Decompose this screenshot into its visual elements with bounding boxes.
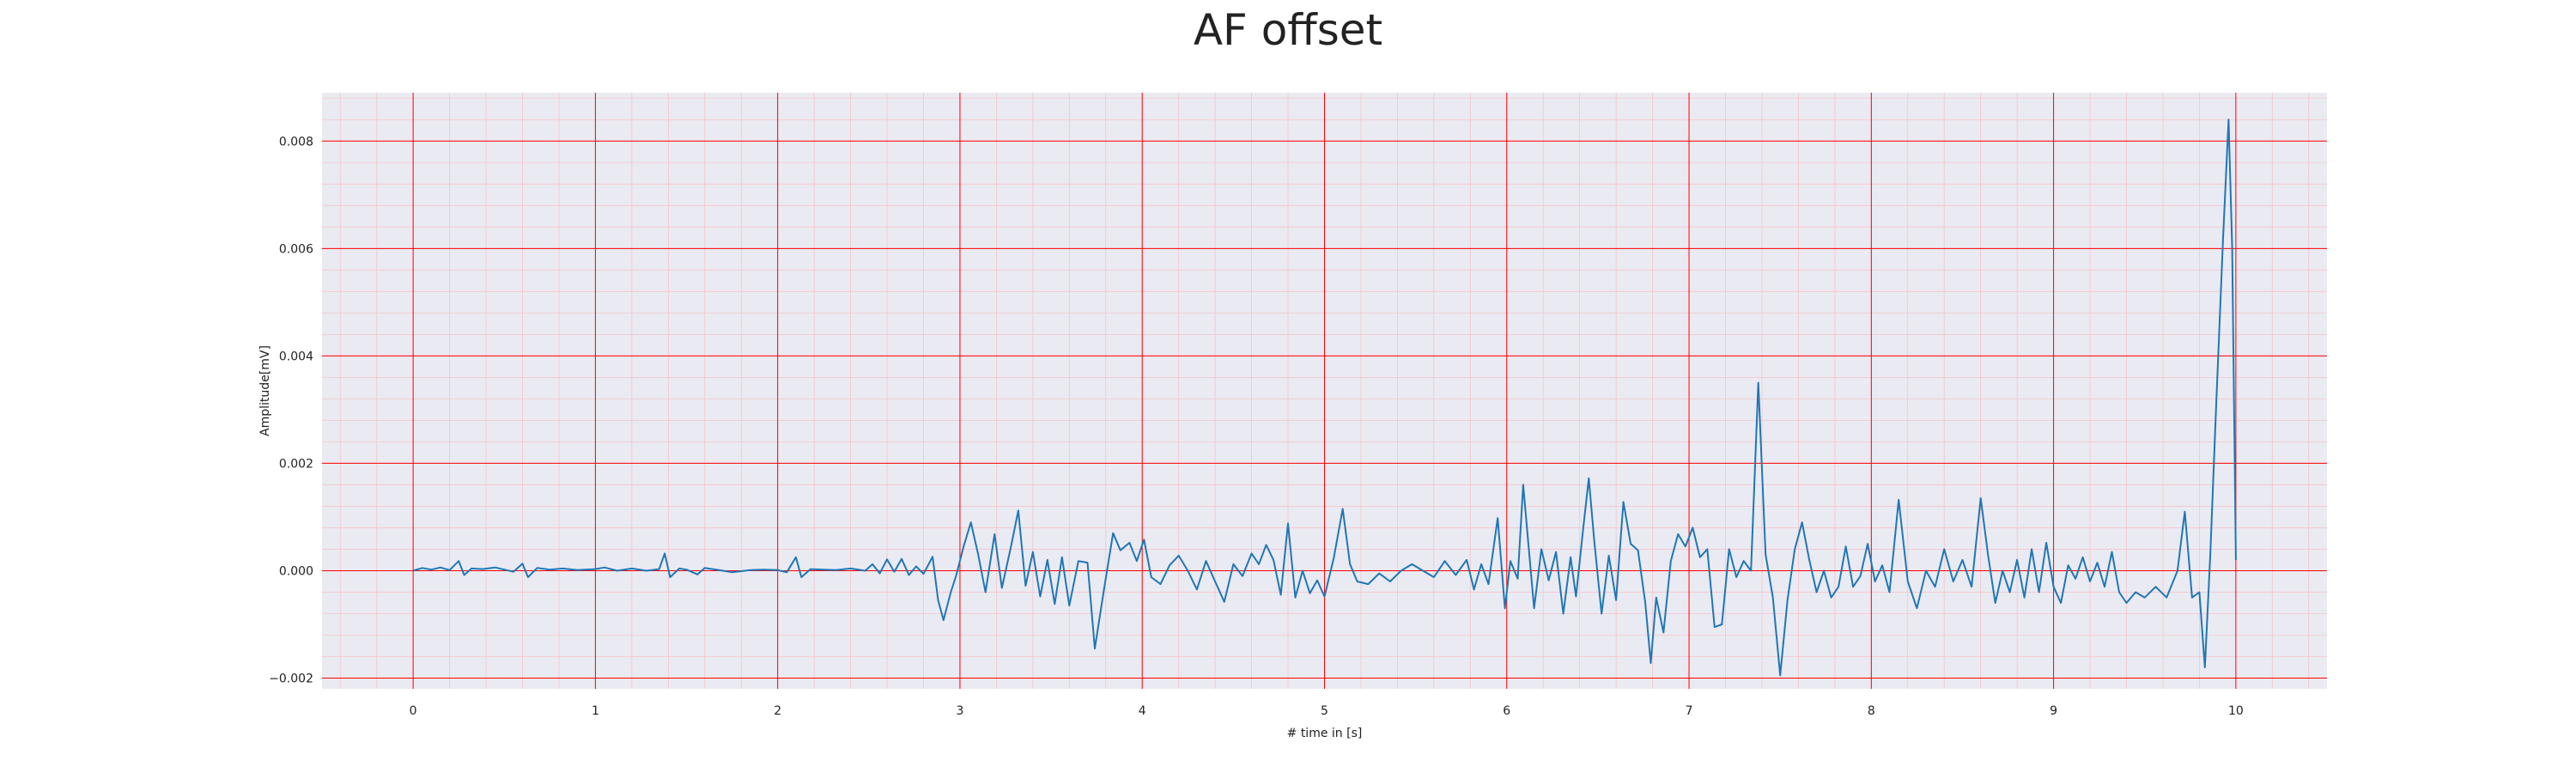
series-line	[412, 119, 2237, 677]
x-tick-label: 4	[1139, 704, 1146, 718]
major-grid	[322, 93, 2327, 689]
chart-title: AF offset	[1193, 5, 1383, 55]
y-tick-label: 0.002	[279, 457, 313, 471]
x-axis-label: # time in [s]	[1287, 727, 1363, 740]
x-tick-label: 2	[774, 704, 781, 718]
x-tick-label: 3	[956, 704, 963, 718]
y-tick-label: 0.006	[279, 242, 313, 256]
y-tick-labels: −0.002 0.000 0.002 0.004 0.006 0.008	[269, 135, 313, 685]
x-tick-labels: 0 1 2 3 4 5 6 7 8 9 10	[410, 704, 2244, 718]
x-tick-label: 8	[1868, 704, 1875, 718]
x-tick-label: 7	[1686, 704, 1693, 718]
x-tick-label: 0	[410, 704, 417, 718]
y-tick-label: 0.008	[279, 135, 313, 149]
x-tick-label: 5	[1321, 704, 1328, 718]
x-tick-label: 9	[2050, 704, 2057, 718]
y-tick-label: 0.004	[279, 350, 313, 363]
x-tick-label: 1	[592, 704, 599, 718]
y-tick-label: −0.002	[269, 672, 313, 685]
y-tick-label: 0.000	[279, 564, 313, 578]
x-tick-label: 6	[1503, 704, 1510, 718]
x-tick-label: 10	[2228, 704, 2244, 718]
y-axis-label: Amplitude[mV]	[258, 345, 272, 436]
